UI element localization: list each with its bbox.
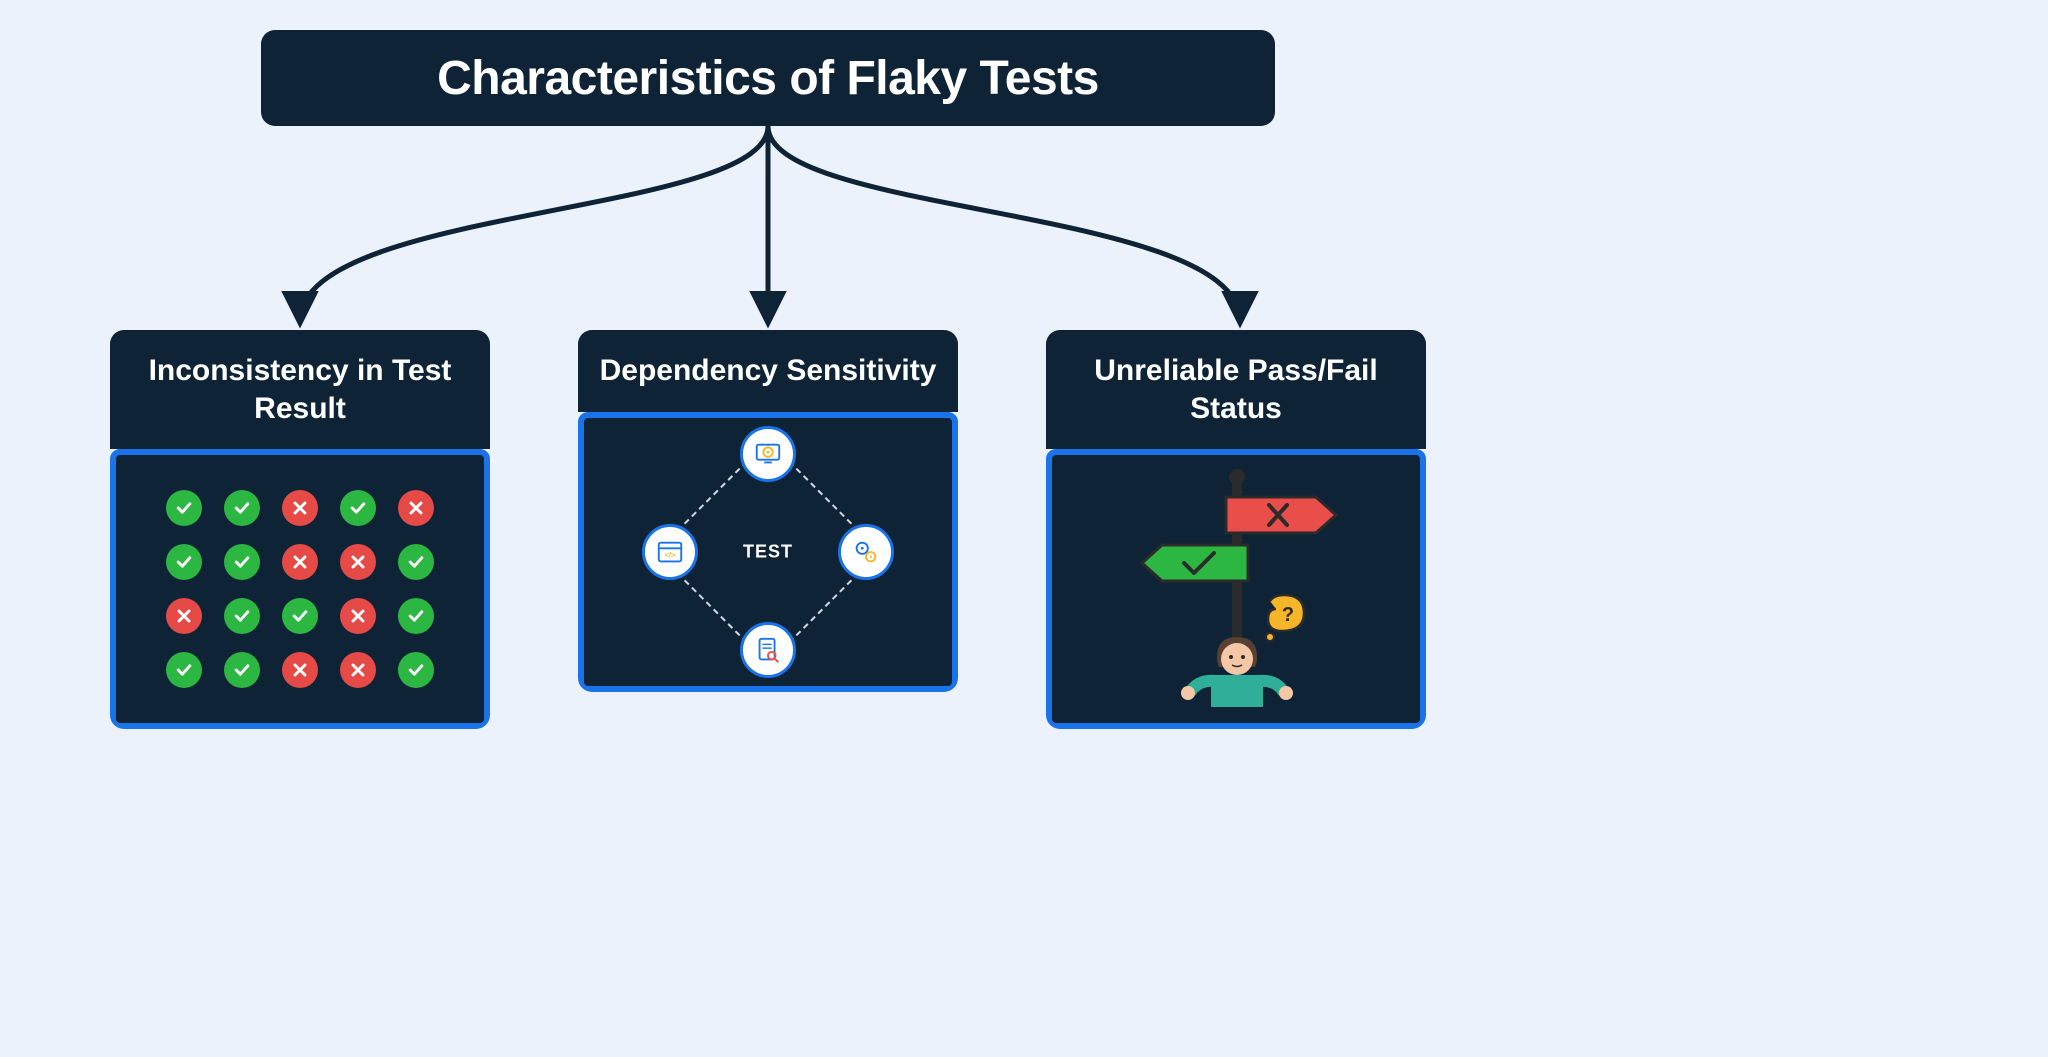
- browser-code-icon: </>: [642, 524, 698, 580]
- card-title-dependency: Dependency Sensitivity: [578, 330, 958, 412]
- ring-center-label: TEST: [743, 541, 793, 562]
- branch-arrows: [0, 126, 1536, 346]
- card-title-inconsistency: Inconsistency in Test Result: [110, 330, 490, 449]
- card-dependency: Dependency Sensitivity TEST </>: [578, 330, 958, 692]
- pass-chip-icon: [166, 490, 202, 526]
- pass-chip-icon: [224, 598, 260, 634]
- fail-chip-icon: [340, 544, 376, 580]
- signpost-illustration: ?: [1106, 459, 1366, 719]
- arrow-right: [768, 126, 1240, 321]
- dependency-ring: TEST </>: [638, 422, 898, 682]
- card-unreliable: Unreliable Pass/Fail Status: [1046, 330, 1426, 729]
- fail-chip-icon: [282, 544, 318, 580]
- pass-chip-icon: [166, 544, 202, 580]
- svg-text:?: ?: [1282, 604, 1294, 626]
- pass-chip-icon: [398, 544, 434, 580]
- fail-sign: [1226, 497, 1336, 533]
- question-bubble-icon: ?: [1266, 595, 1304, 641]
- pass-sign: [1142, 545, 1248, 581]
- card-title-unreliable: Unreliable Pass/Fail Status: [1046, 330, 1426, 449]
- fail-chip-icon: [340, 652, 376, 688]
- pass-fail-grid: [166, 490, 434, 688]
- monitor-gear-icon: [740, 426, 796, 482]
- fail-chip-icon: [166, 598, 202, 634]
- card-inconsistency: Inconsistency in Test Result: [110, 330, 490, 729]
- page-title: Characteristics of Flaky Tests: [437, 51, 1099, 106]
- fail-chip-icon: [282, 652, 318, 688]
- pass-chip-icon: [282, 598, 318, 634]
- arrow-left: [300, 126, 768, 321]
- pass-chip-icon: [224, 490, 260, 526]
- pass-chip-icon: [224, 652, 260, 688]
- pass-chip-icon: [398, 652, 434, 688]
- pass-chip-icon: [224, 544, 260, 580]
- fail-chip-icon: [340, 598, 376, 634]
- title-box: Characteristics of Flaky Tests: [261, 30, 1275, 126]
- pass-chip-icon: [398, 598, 434, 634]
- pass-chip-icon: [166, 652, 202, 688]
- pass-chip-icon: [340, 490, 376, 526]
- gears-icon: [838, 524, 894, 580]
- card-body-inconsistency: [110, 449, 490, 729]
- card-body-unreliable: ?: [1046, 449, 1426, 729]
- doc-search-icon: [740, 622, 796, 678]
- fail-chip-icon: [282, 490, 318, 526]
- fail-chip-icon: [398, 490, 434, 526]
- confused-person-icon: [1181, 637, 1293, 707]
- svg-text:</>: </>: [665, 550, 676, 559]
- card-body-dependency: TEST </>: [578, 412, 958, 692]
